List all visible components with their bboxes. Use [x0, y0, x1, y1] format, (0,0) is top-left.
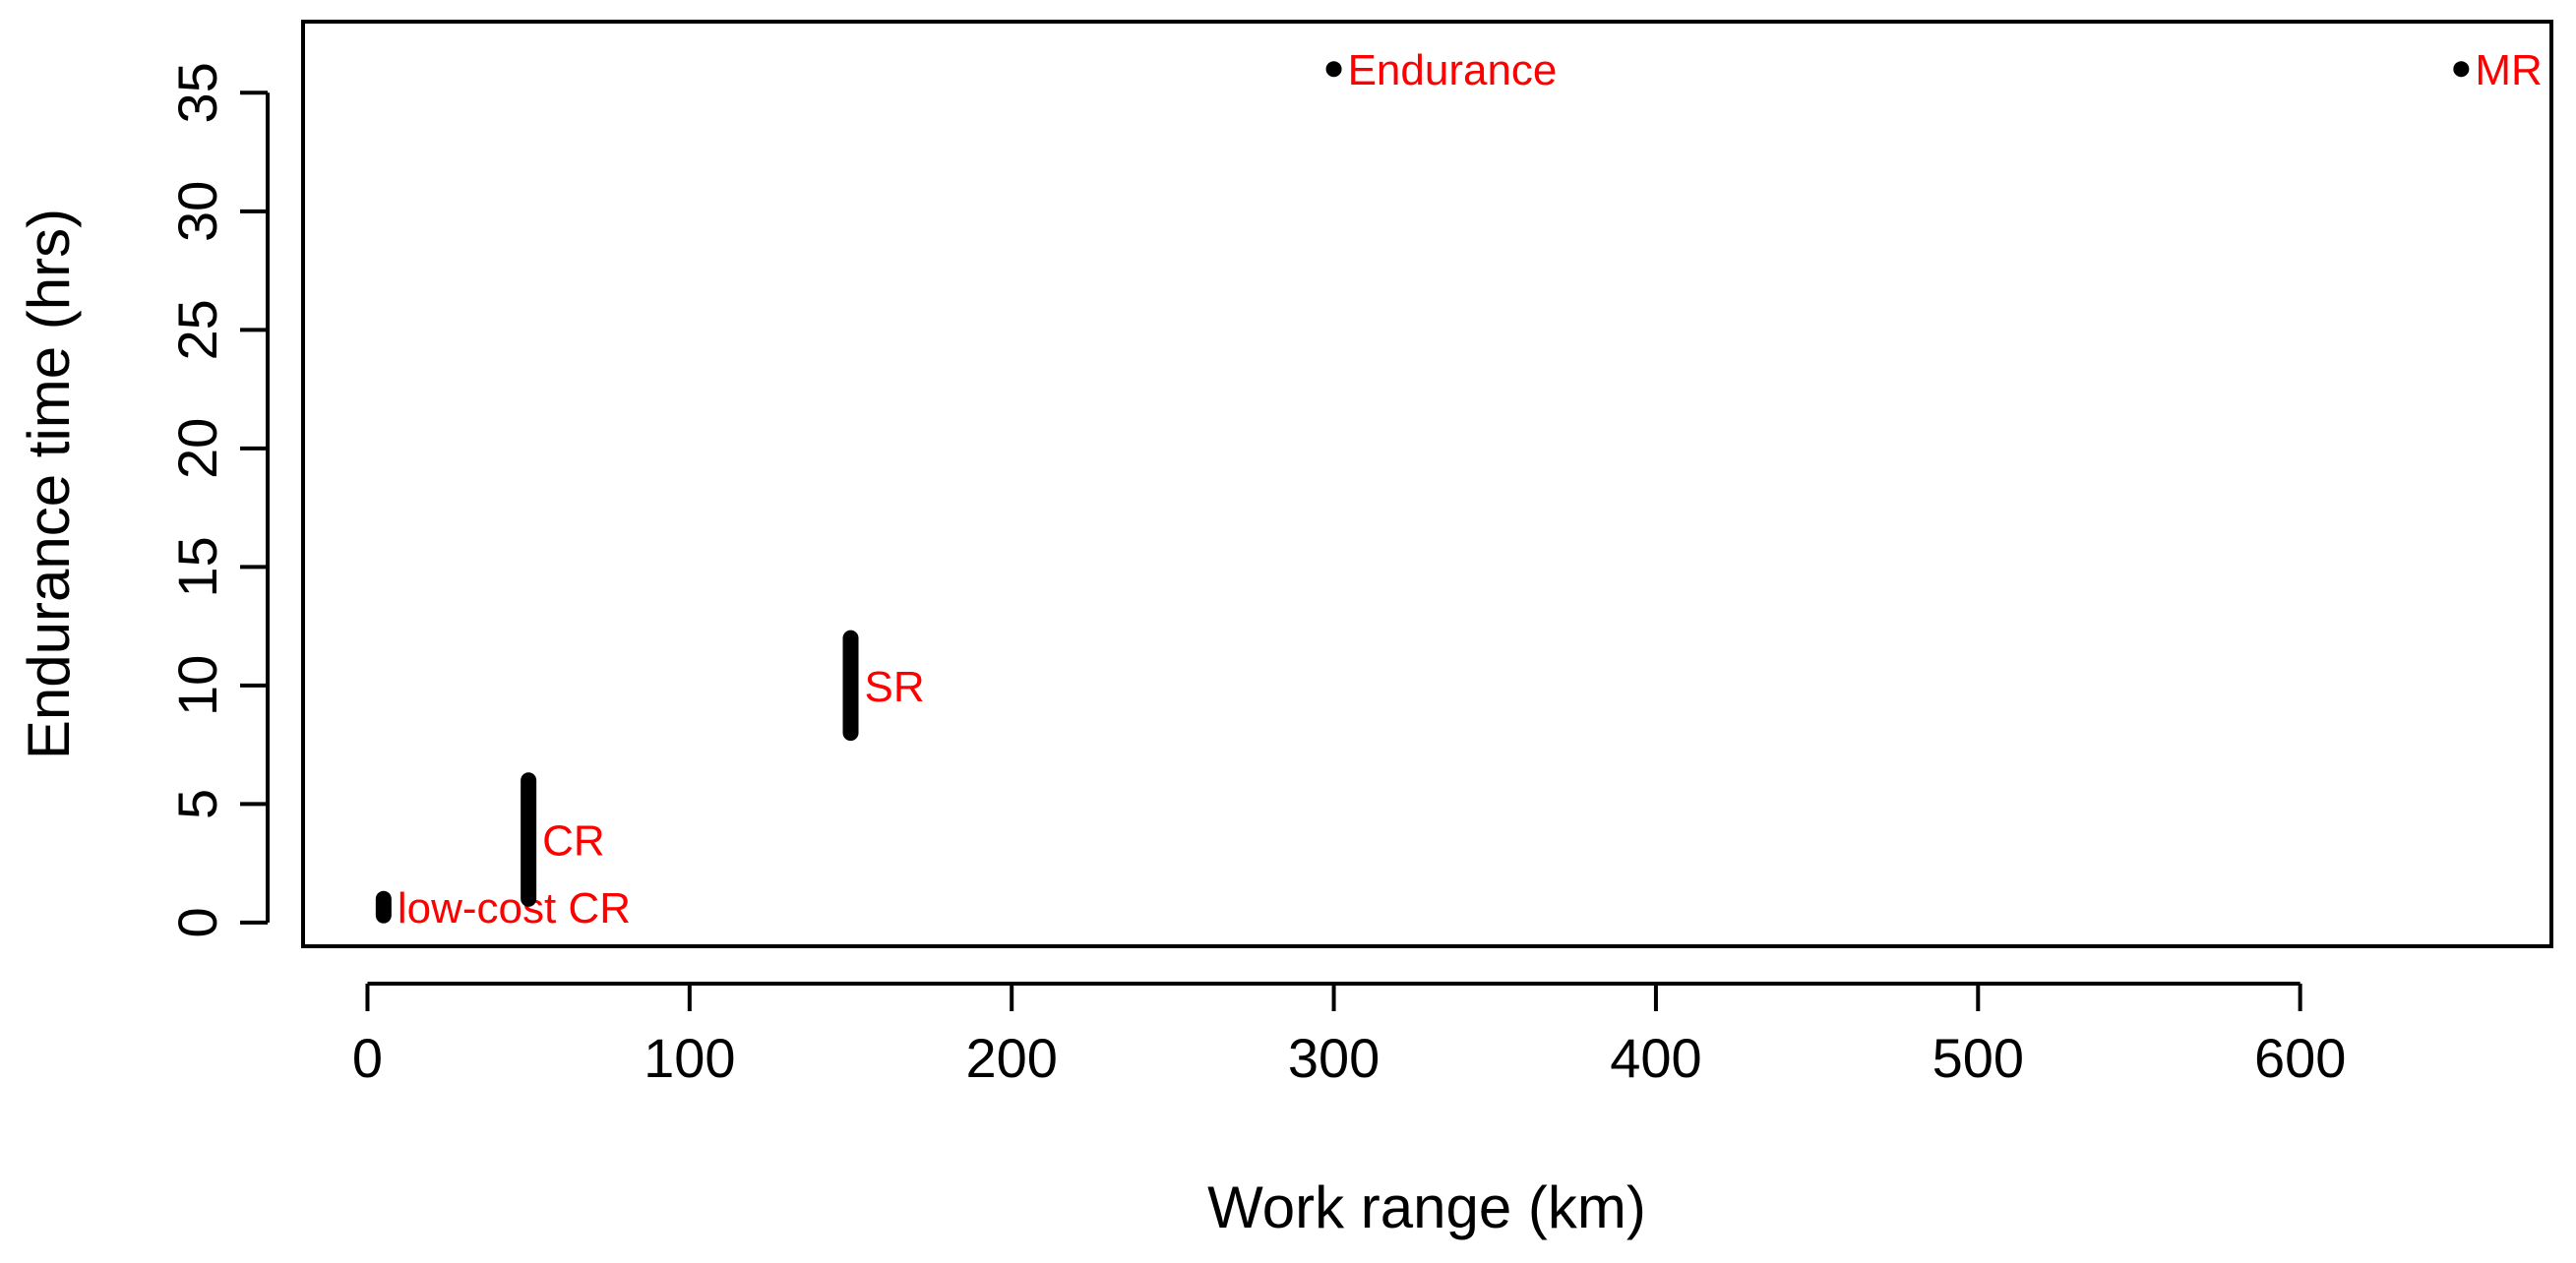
point-label: CR	[542, 817, 605, 866]
y-tick-label: 35	[166, 62, 228, 123]
y-tick-label: 0	[166, 907, 228, 937]
point-label: Endurance	[1348, 46, 1558, 94]
x-tick-label: 200	[965, 1027, 1057, 1089]
x-axis-title: Work range (km)	[1207, 1174, 1646, 1240]
x-tick-label: 500	[1932, 1027, 2024, 1089]
y-tick-label: 15	[166, 536, 228, 597]
x-tick-label: 300	[1288, 1027, 1380, 1089]
point-label: low-cost CR	[398, 884, 631, 932]
point-label: MR	[2475, 46, 2542, 94]
x-tick-label: 400	[1610, 1027, 1701, 1089]
x-tick-label: 100	[644, 1027, 735, 1089]
y-tick-label: 20	[166, 418, 228, 479]
y-tick-label: 25	[166, 299, 228, 360]
point-label: SR	[865, 663, 925, 711]
y-tick-label: 10	[166, 655, 228, 716]
data-marks: low-cost CR CR SR Endurance MR	[375, 46, 2543, 932]
plot-frame	[301, 20, 2553, 948]
y-axis: 0 5 10 15 20 25 30 35	[166, 62, 270, 937]
x-axis: 0 100 200 300 400 500 600	[352, 982, 2346, 1089]
x-tick-label: 0	[352, 1027, 383, 1089]
y-tick-label: 30	[166, 181, 228, 242]
x-tick-label: 600	[2254, 1027, 2346, 1089]
y-tick-label: 5	[166, 789, 228, 819]
y-axis-title: Endurance time (hrs)	[16, 209, 82, 759]
